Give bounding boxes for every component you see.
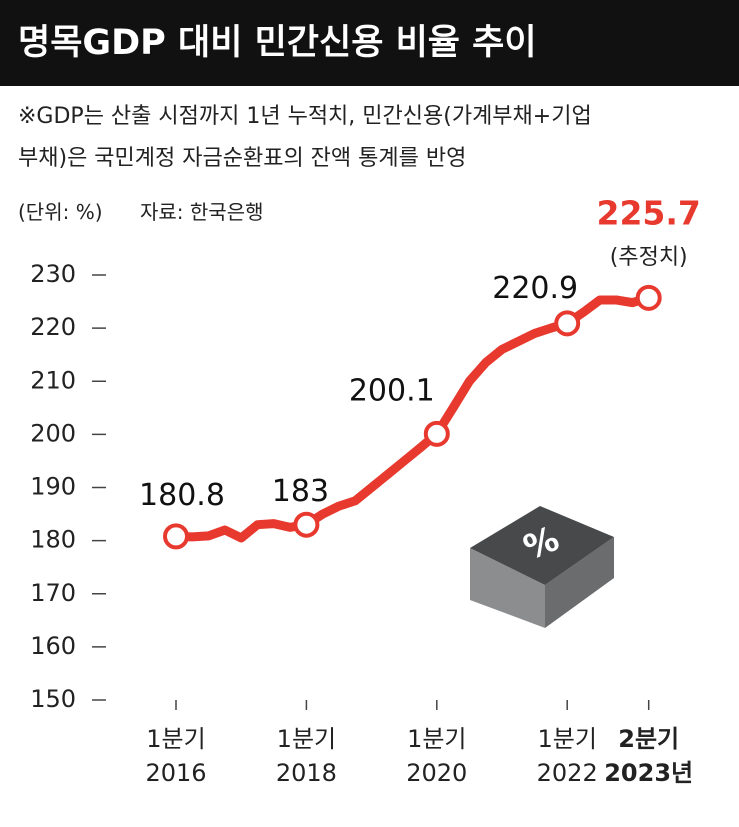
value-label: 225.7 <box>597 193 701 232</box>
icon <box>545 537 614 628</box>
icon <box>470 506 614 585</box>
unit: (단위: %) <box>18 200 103 224</box>
y-tick-label: 180 <box>30 526 76 554</box>
y-tick-label: 220 <box>30 313 76 341</box>
y-tick-label: 230 <box>30 260 76 288</box>
x-tick-label: 2분기 2023년 <box>604 725 694 787</box>
x-tick-label: 1분기 2016 <box>145 725 207 787</box>
title: 명목GDP 대비 민간신용 비율 추이 <box>0 0 739 86</box>
point <box>293 511 320 538</box>
source: 자료: 한국은행 <box>140 200 264 224</box>
icon <box>470 548 545 628</box>
note: ※GDP는 산출 시점까지 1년 누적치, 민간신용(가계부채+기업 <box>18 104 592 129</box>
y-tick-label: 150 <box>30 685 76 713</box>
x-tick-label: 1분기 2018 <box>275 725 337 787</box>
y-tick-label: 210 <box>30 366 76 394</box>
value-label: 220.9 <box>492 271 578 306</box>
note: 부채)은 국민계정 자금순환표의 잔액 통계를 반영 <box>18 146 467 171</box>
point <box>163 523 189 550</box>
value-label: 183 <box>272 474 329 509</box>
point <box>635 284 662 311</box>
point <box>554 310 581 337</box>
x-tick-label: 1분기 2020 <box>406 725 468 787</box>
line <box>171 293 654 543</box>
y-tick-label: 200 <box>30 419 76 447</box>
x-tick-label: 1분기 2022 <box>536 725 598 787</box>
value-label: 180.8 <box>139 478 225 513</box>
value-label: 200.1 <box>349 373 435 408</box>
y-tick-label: 160 <box>30 632 76 660</box>
annotation: (추정치) <box>610 245 688 270</box>
point <box>423 420 450 447</box>
y-tick-label: 190 <box>30 473 76 501</box>
y-tick-label: 170 <box>30 579 76 607</box>
